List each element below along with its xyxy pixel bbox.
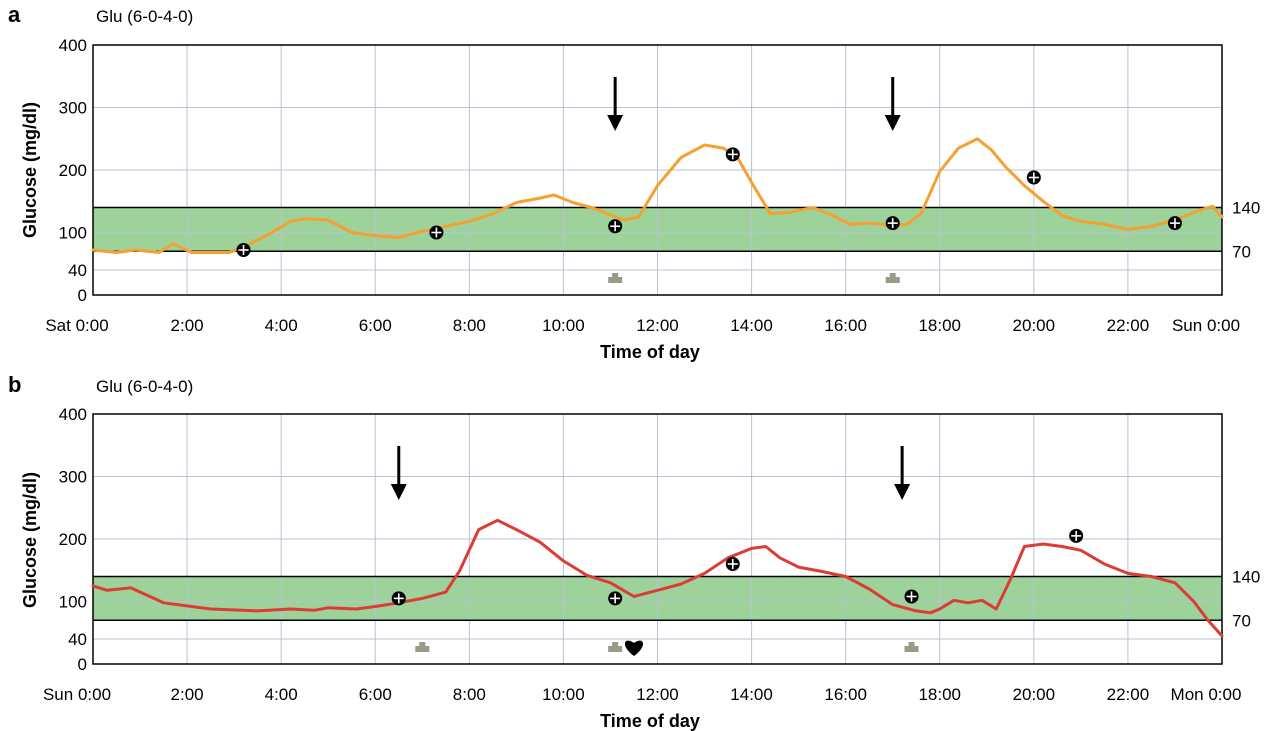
panel-a-subtitle: Glu (6-0-4-0)	[96, 7, 193, 26]
panel-a-target-range-labels: 70 140	[1232, 199, 1260, 262]
panel-b-frame-rect	[92, 413, 1223, 665]
panel-b-glucose-line	[91, 518, 1224, 638]
panel-b-glucose-readings	[391, 528, 1084, 606]
panel-a-glucose-readings	[236, 147, 1182, 257]
panel-b-x-tick-label: 22:00	[1107, 685, 1150, 704]
panel-b-heart-marker	[624, 640, 644, 656]
panel-a-x-tick-label: Sat 0:00	[45, 316, 108, 335]
panel-b-meal-marker	[904, 642, 919, 652]
panel-a-x-tick-label: 12:00	[636, 316, 679, 335]
panel-b-x-tick-label: 20:00	[1013, 685, 1056, 704]
panel-b-letter: b	[8, 372, 21, 397]
panel-b-y-tick-label: 100	[59, 593, 87, 612]
panel-a-reading-marker	[1026, 170, 1041, 185]
panel-a-x-tick-label: 16:00	[824, 316, 867, 335]
panel-b-grid	[93, 414, 1222, 664]
panel-a-reading-marker	[429, 225, 444, 240]
panel-a: a Glu (6-0-4-0) 0 40 100 200 300 400 70 140 Sa…	[8, 2, 1260, 362]
panel-b-target-range-label: 140	[1232, 568, 1260, 587]
panel-b-x-tick-label: 4:00	[265, 685, 298, 704]
panel-a-target-range-label: 140	[1232, 199, 1260, 218]
panel-a-x-tick-label: 10:00	[542, 316, 585, 335]
panel-a-reading-marker	[885, 216, 900, 231]
panel-b-x-tick-label: 2:00	[171, 685, 204, 704]
panel-b-x-tick-label: Mon 0:00	[1171, 685, 1242, 704]
panel-b-x-tick-label: 18:00	[918, 685, 961, 704]
panel-b-x-tick-label: 14:00	[730, 685, 773, 704]
panel-a-x-tick-label: 2:00	[171, 316, 204, 335]
panel-a-down-arrow	[884, 77, 901, 131]
panel-a-plot-frame	[92, 44, 1223, 296]
panel-a-x-tick-label: 22:00	[1107, 316, 1150, 335]
panel-b-meal-marker	[608, 642, 623, 652]
panel-b-down-arrow	[894, 446, 911, 500]
panel-b-subtitle: Glu (6-0-4-0)	[96, 377, 193, 396]
panel-a-x-ticks: Sat 0:00 2:00 4:00 6:00 8:00 10:00 12:00 14:00 1…	[45, 316, 1240, 335]
panel-a-arrows	[607, 77, 901, 131]
panel-b-x-ticks: Sun 0:00 2:00 4:00 6:00 8:00 10:00 12:00 14:00 1…	[43, 685, 1241, 704]
panel-a-meal-marker	[608, 273, 623, 283]
panel-b-y-tick-label: 400	[59, 405, 87, 424]
panel-a-reading-marker	[1167, 216, 1182, 231]
panel-b-x-tick-label: 8:00	[453, 685, 486, 704]
panel-b-series	[91, 518, 1224, 638]
panel-a-x-tick-label: 4:00	[265, 316, 298, 335]
panel-b-x-tick-label: 10:00	[542, 685, 585, 704]
panel-b-y-tick-label: 200	[59, 530, 87, 549]
panel-a-y-tick-label: 200	[59, 161, 87, 180]
panel-a-y-tick-label: 400	[59, 36, 87, 55]
panel-a-reading-marker	[608, 219, 623, 234]
panel-a-series	[91, 137, 1224, 254]
panel-a-glucose-line	[91, 137, 1224, 254]
panel-a-meal-markers	[608, 273, 900, 283]
panel-a-y-ticks: 0 40 100 200 300 400	[59, 36, 87, 305]
panel-b-y-tick-label: 40	[68, 630, 87, 649]
panel-a-y-tick-label: 300	[59, 99, 87, 118]
panel-b-x-tick-label: Sun 0:00	[43, 685, 111, 704]
panel-b-reading-marker	[725, 557, 740, 571]
panel-b-x-tick-label: 16:00	[824, 685, 867, 704]
panel-b-x-tick-label: 6:00	[359, 685, 392, 704]
panel-b-y-ticks: 0 40 100 200 300 400	[59, 405, 87, 674]
panel-b-reading-marker	[1069, 528, 1084, 543]
panel-a-y-tick-label: 100	[59, 224, 87, 243]
panel-a-grid	[93, 45, 1222, 295]
panel-a-down-arrow	[607, 77, 624, 131]
panel-b-arrows	[390, 446, 911, 500]
panel-b-reading-marker	[608, 591, 623, 606]
panel-a-x-tick-label: 6:00	[359, 316, 392, 335]
panel-a-target-range-label: 70	[1232, 242, 1251, 261]
panel-b-meal-marker	[415, 642, 430, 652]
panel-a-y-tick-label: 40	[68, 261, 87, 280]
panel-a-reading-marker	[236, 243, 251, 257]
panel-a-x-tick-label: 18:00	[918, 316, 961, 335]
panel-b-reading-marker	[904, 589, 919, 604]
panel-a-letter: a	[8, 2, 21, 27]
panel-a-frame-rect	[92, 44, 1223, 296]
panel-b-plot-frame	[92, 413, 1223, 665]
panel-a-x-tick-label: 20:00	[1013, 316, 1056, 335]
panel-b-reading-marker	[391, 591, 406, 606]
panel-b-x-tick-label: 12:00	[636, 685, 679, 704]
panel-a-reading-marker	[725, 147, 740, 162]
panel-a-y-axis-title: Glucose (mg/dl)	[20, 102, 40, 238]
panel-a-x-tick-label: 14:00	[730, 316, 773, 335]
panel-a-x-tick-label: Sun 0:00	[1172, 316, 1240, 335]
panel-b-target-range-labels: 70 140	[1232, 568, 1260, 631]
panel-b-heart-icon	[624, 640, 644, 656]
panel-b-down-arrow	[390, 446, 407, 500]
panel-b-y-tick-label: 0	[78, 655, 87, 674]
panel-b: b Glu (6-0-4-0) 0 40 100 200 300 400 70 140 Su…	[8, 372, 1260, 731]
panel-a-x-tick-label: 8:00	[453, 316, 486, 335]
panel-a-meal-marker	[885, 273, 900, 283]
panel-a-x-axis-title: Time of day	[600, 342, 700, 362]
panel-b-target-range-label: 70	[1232, 611, 1251, 630]
panel-b-y-axis-title: Glucose (mg/dl)	[20, 472, 40, 608]
panel-b-y-tick-label: 300	[59, 468, 87, 487]
panel-b-meal-markers	[415, 642, 919, 652]
panel-b-x-axis-title: Time of day	[600, 711, 700, 731]
panel-a-y-tick-label: 0	[78, 286, 87, 305]
